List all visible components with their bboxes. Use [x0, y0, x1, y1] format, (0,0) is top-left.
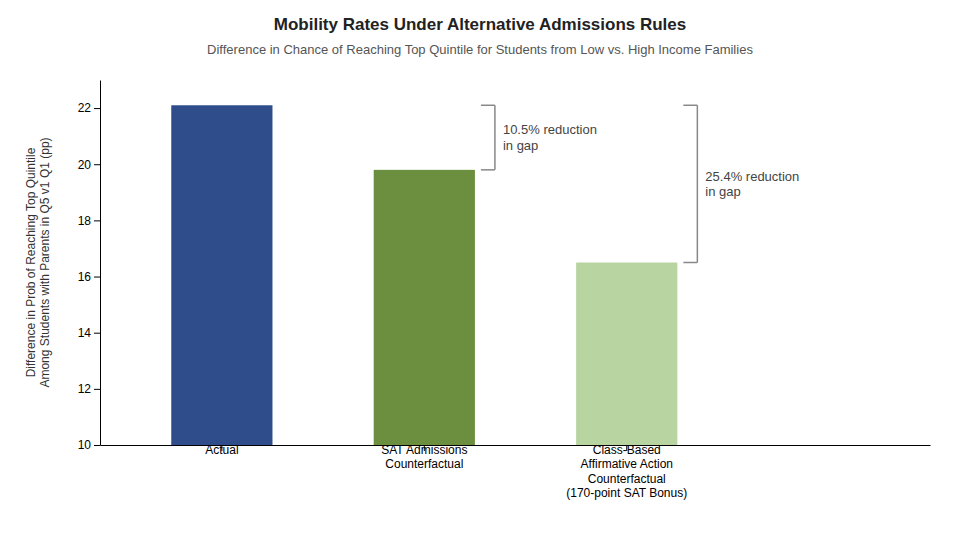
text-line: Class-Based	[593, 443, 661, 457]
chart-svg: Mobility Rates Under Alternative Admissi…	[0, 0, 960, 540]
y-tick-mark	[94, 333, 100, 334]
x-tick-label: SAT AdmissionsCounterfactual	[381, 443, 467, 471]
y-axis-line	[100, 81, 101, 446]
x-axis: ActualSAT AdmissionsCounterfactualClass-…	[101, 443, 931, 500]
annotations: 10.5% reductionin gap25.4% reductionin g…	[481, 105, 799, 262]
y-tick-label: 14	[78, 326, 92, 340]
text-line: in gap	[705, 184, 740, 199]
subtitle: Difference in Chance of Reaching Top Qui…	[207, 42, 753, 57]
y-tick: 14	[78, 326, 100, 340]
bracket-bottom	[481, 169, 495, 171]
y-tick-mark	[94, 445, 100, 446]
x-tick-label: Actual	[205, 443, 238, 457]
text-line: Affirmative Action	[581, 457, 673, 471]
bar	[171, 105, 272, 445]
bar	[576, 263, 677, 446]
y-tick: 20	[78, 158, 100, 172]
bracket-top	[683, 105, 697, 107]
y-tick-label: 12	[78, 382, 92, 396]
x-tick: Class-BasedAffirmative ActionCounterfact…	[566, 443, 687, 500]
annotation: 10.5% reductionin gap	[503, 122, 597, 153]
text-line: 25.4% reduction	[705, 169, 799, 184]
y-tick-mark	[94, 389, 100, 390]
text-line: Difference in Prob of Reaching Top Quint…	[24, 147, 38, 377]
text-line: SAT Admissions	[381, 443, 467, 457]
bracket-vertical	[697, 105, 699, 262]
text-line: (170-point SAT Bonus)	[566, 486, 687, 500]
text-line: in gap	[503, 138, 538, 153]
y-tick-label: 16	[78, 270, 92, 284]
y-tick-mark	[94, 277, 100, 278]
text-line: Actual	[205, 443, 238, 457]
plot-area: 10121416182022ActualSAT AdmissionsCounte…	[24, 81, 931, 501]
y-tick-label: 22	[78, 101, 92, 115]
text-line: Among Students with Parents in Q5 v1 Q1 …	[38, 137, 52, 387]
y-tick-mark	[94, 164, 100, 165]
y-tick-mark	[94, 220, 100, 221]
y-tick: 22	[78, 101, 100, 115]
bracket-top	[481, 105, 495, 107]
text-line: Counterfactual	[385, 457, 463, 471]
text-line: Counterfactual	[588, 472, 666, 486]
y-tick-label: 18	[78, 214, 92, 228]
y-tick: 10	[78, 438, 100, 452]
annotation: 25.4% reductionin gap	[705, 169, 799, 200]
y-tick: 12	[78, 382, 100, 396]
x-tick: Actual	[205, 443, 238, 457]
bracket	[683, 105, 697, 262]
bracket-vertical	[494, 105, 496, 170]
y-tick-mark	[94, 108, 100, 109]
bars	[171, 105, 677, 445]
bar	[374, 170, 475, 445]
y-axis-label: Difference in Prob of Reaching Top Quint…	[24, 137, 52, 387]
x-tick: SAT AdmissionsCounterfactual	[381, 443, 467, 471]
bracket	[481, 105, 495, 170]
y-axis: 10 12 14 16 18 20 22	[78, 81, 101, 453]
y-tick-label: 10	[78, 438, 92, 452]
x-tick-label: Class-BasedAffirmative ActionCounterfact…	[566, 443, 687, 500]
chart-container: Mobility Rates Under Alternative Admissi…	[0, 0, 960, 540]
text-line: 10.5% reduction	[503, 122, 597, 137]
title: Mobility Rates Under Alternative Admissi…	[274, 15, 687, 34]
y-tick-label: 20	[78, 158, 92, 172]
bracket-bottom	[683, 262, 697, 264]
y-tick: 16	[78, 270, 100, 284]
y-tick: 18	[78, 214, 100, 228]
